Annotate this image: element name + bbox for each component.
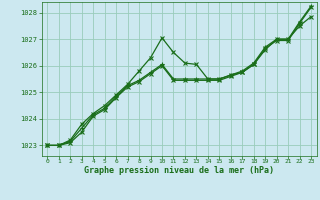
X-axis label: Graphe pression niveau de la mer (hPa): Graphe pression niveau de la mer (hPa): [84, 166, 274, 175]
